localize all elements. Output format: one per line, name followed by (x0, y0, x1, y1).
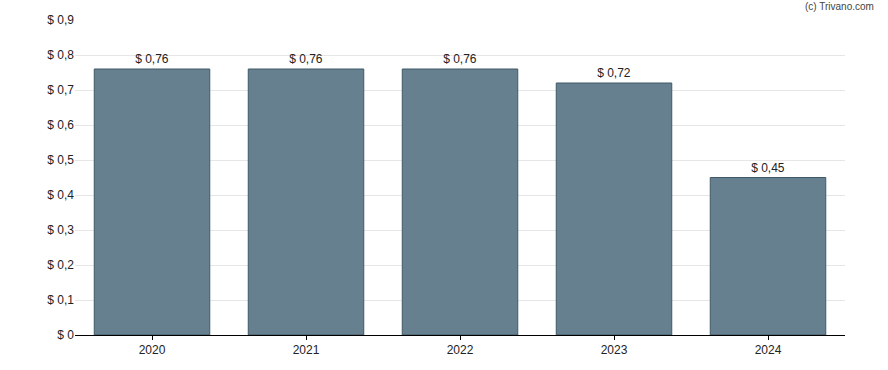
svg-text:$ 0: $ 0 (57, 328, 74, 342)
svg-text:$ 0,72: $ 0,72 (597, 66, 631, 80)
svg-text:$ 0,1: $ 0,1 (47, 293, 74, 307)
svg-text:$ 0,45: $ 0,45 (751, 161, 785, 175)
svg-text:2022: 2022 (447, 343, 474, 357)
svg-text:2023: 2023 (601, 343, 628, 357)
svg-text:$ 0,6: $ 0,6 (47, 118, 74, 132)
svg-text:$ 0,76: $ 0,76 (135, 52, 169, 66)
svg-text:2021: 2021 (293, 343, 320, 357)
svg-text:$ 0,5: $ 0,5 (47, 153, 74, 167)
svg-text:$ 0,4: $ 0,4 (47, 188, 74, 202)
svg-text:2020: 2020 (139, 343, 166, 357)
svg-text:$ 0,76: $ 0,76 (289, 52, 323, 66)
svg-text:(c) Trivano.com: (c) Trivano.com (805, 1, 874, 12)
svg-text:2024: 2024 (755, 343, 782, 357)
svg-text:$ 0,3: $ 0,3 (47, 223, 74, 237)
svg-text:$ 0,76: $ 0,76 (443, 52, 477, 66)
svg-text:$ 0,8: $ 0,8 (47, 48, 74, 62)
svg-text:$ 0,9: $ 0,9 (47, 13, 74, 27)
svg-text:$ 0,7: $ 0,7 (47, 83, 74, 97)
svg-text:$ 0,2: $ 0,2 (47, 258, 74, 272)
